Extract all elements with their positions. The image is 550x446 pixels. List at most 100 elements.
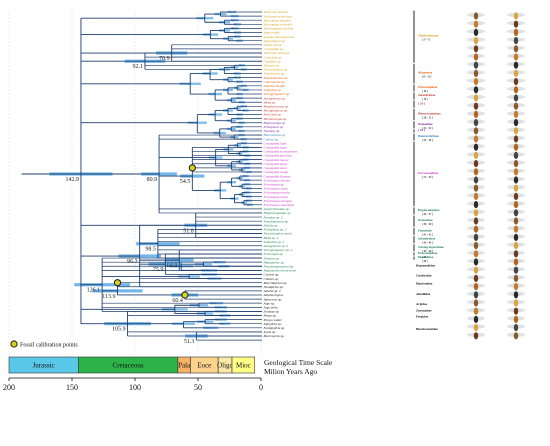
body	[473, 176, 479, 184]
group-label: Nematinae	[418, 218, 433, 222]
sawfly-specimen-icon	[467, 127, 485, 135]
body	[513, 20, 519, 28]
group-count: ( 19 )	[422, 98, 428, 101]
tip-label: Corynis sp.	[264, 273, 280, 277]
tip-label: Conaspidia wangi	[264, 170, 289, 174]
node-age-label: 96.3	[127, 259, 138, 265]
era-label: Cretaceous	[113, 362, 144, 370]
tip-label: Tomostethus sp.	[264, 72, 286, 76]
body	[473, 69, 479, 77]
tip-label: Xiphydria sp.	[263, 322, 282, 326]
timescale-caption: Geological Time Scale	[264, 358, 333, 367]
body	[473, 160, 479, 168]
sawfly-specimen-icon	[507, 61, 525, 69]
sawfly-specimen-icon	[467, 266, 485, 274]
group-count: ( 18 )	[422, 90, 428, 93]
body	[473, 258, 479, 266]
body	[473, 110, 479, 118]
group-count: ( 20 ~ 21 )	[422, 117, 433, 120]
sawfly-specimen-icon	[467, 225, 485, 233]
group-label: Athaliidae	[416, 292, 431, 296]
sawfly-specimen-icon	[467, 324, 485, 332]
sawfly-specimen-icon	[507, 94, 525, 102]
tip-label: Conaspidia mayae	[264, 158, 290, 162]
body	[473, 78, 479, 86]
body	[513, 143, 519, 151]
sawfly-specimen-icon	[507, 102, 525, 110]
body	[513, 110, 519, 118]
tip-label: Zenarge sp.	[264, 310, 280, 314]
sawfly-specimen-icon	[467, 184, 485, 192]
tip-label: Taxonus sp.	[264, 64, 280, 68]
tip-label: Eutomostethus sp.	[263, 76, 289, 80]
sawfly-specimen-icon	[467, 37, 485, 45]
group-count: ( 43 ~ 44 )	[422, 242, 433, 245]
node-age-label: 60.4	[172, 298, 183, 304]
sawfly-specimen-icon	[507, 45, 525, 53]
tip-label: Nematus sp. 2	[263, 215, 283, 219]
group-label: Selandriinae	[418, 93, 436, 97]
sawfly-specimen-icon	[467, 20, 485, 28]
timescale: Jurassic Cretaceous Pala Eoce Oligo Mioc 200 15…	[3, 12, 333, 392]
body	[473, 37, 479, 45]
body	[473, 225, 479, 233]
sawfly-specimen-icon	[507, 242, 525, 250]
era-block	[231, 356, 256, 374]
body	[473, 283, 479, 291]
group-label: Nematinae	[418, 122, 433, 126]
body	[513, 45, 519, 53]
sawfly-specimen-icon	[507, 250, 525, 258]
tip-label: Allantus luctifer	[263, 84, 287, 88]
tree-layer: 70.9 92.1 54.5 80.9 51.8 98.5 64.975.9 96.3 113.…	[21, 10, 262, 345]
sawfly-specimen-icon	[467, 12, 485, 20]
body	[513, 192, 519, 200]
body	[513, 28, 519, 36]
sawfly-specimen-icon	[467, 258, 485, 266]
body	[513, 160, 519, 168]
tip-label: Arge sp.	[263, 301, 275, 305]
legend-calibration-icon	[11, 341, 17, 347]
tip-label: Blennocampa sp.	[264, 117, 288, 121]
tip-label: Conaspidia xiaoi	[264, 166, 287, 170]
body	[473, 20, 479, 28]
body	[473, 307, 479, 315]
body	[473, 217, 479, 225]
sawfly-specimen-icon	[467, 78, 485, 86]
body	[513, 209, 519, 217]
sawfly-specimen-icon	[467, 307, 485, 315]
tip-label: Nesoselandria sp.	[263, 68, 288, 72]
tip-label: Euxiphydria sp.	[263, 326, 286, 330]
sawfly-specimen-icon	[467, 201, 485, 209]
tip-label: Ericotampa shuhae	[263, 178, 291, 182]
sawfly-specimen-icon	[507, 299, 525, 307]
tip-label: Ericotampa nigra	[263, 187, 289, 191]
group-count: ( 47 )	[422, 256, 428, 259]
node-age-label: 126.1	[87, 288, 101, 294]
sawfly-specimen-icon	[507, 53, 525, 61]
sawfly-specimen-icon	[507, 28, 525, 36]
body	[473, 94, 479, 102]
group-label: Strongylogastrinae	[418, 245, 444, 249]
era-label: Jurassic	[33, 362, 55, 370]
group-count: ( 3 ~ 7 )	[422, 39, 430, 42]
sawfly-specimen-icon	[467, 315, 485, 323]
body	[513, 127, 519, 135]
body	[513, 53, 519, 61]
body	[513, 102, 519, 110]
body	[473, 266, 479, 274]
tip-label: Tenthredo ventricosa	[264, 14, 293, 18]
tip-label: Aneugmenus sp. 2	[263, 244, 289, 248]
tip-label: Conaspidia punctata	[264, 154, 293, 158]
group-count: ( 25 ~ 26 )	[422, 139, 433, 142]
tip-label: Pseudodineura sp.	[263, 219, 289, 223]
body	[513, 225, 519, 233]
sawfly-specimen-icon	[467, 135, 485, 143]
fossil-calibration-icon	[113, 279, 122, 287]
tip-label: Heterarthrus sp.	[263, 133, 287, 137]
body	[473, 61, 479, 69]
time-tick-label: 200	[3, 383, 15, 392]
tip-label: Eriocampa sp.	[263, 252, 284, 256]
body	[473, 53, 479, 61]
